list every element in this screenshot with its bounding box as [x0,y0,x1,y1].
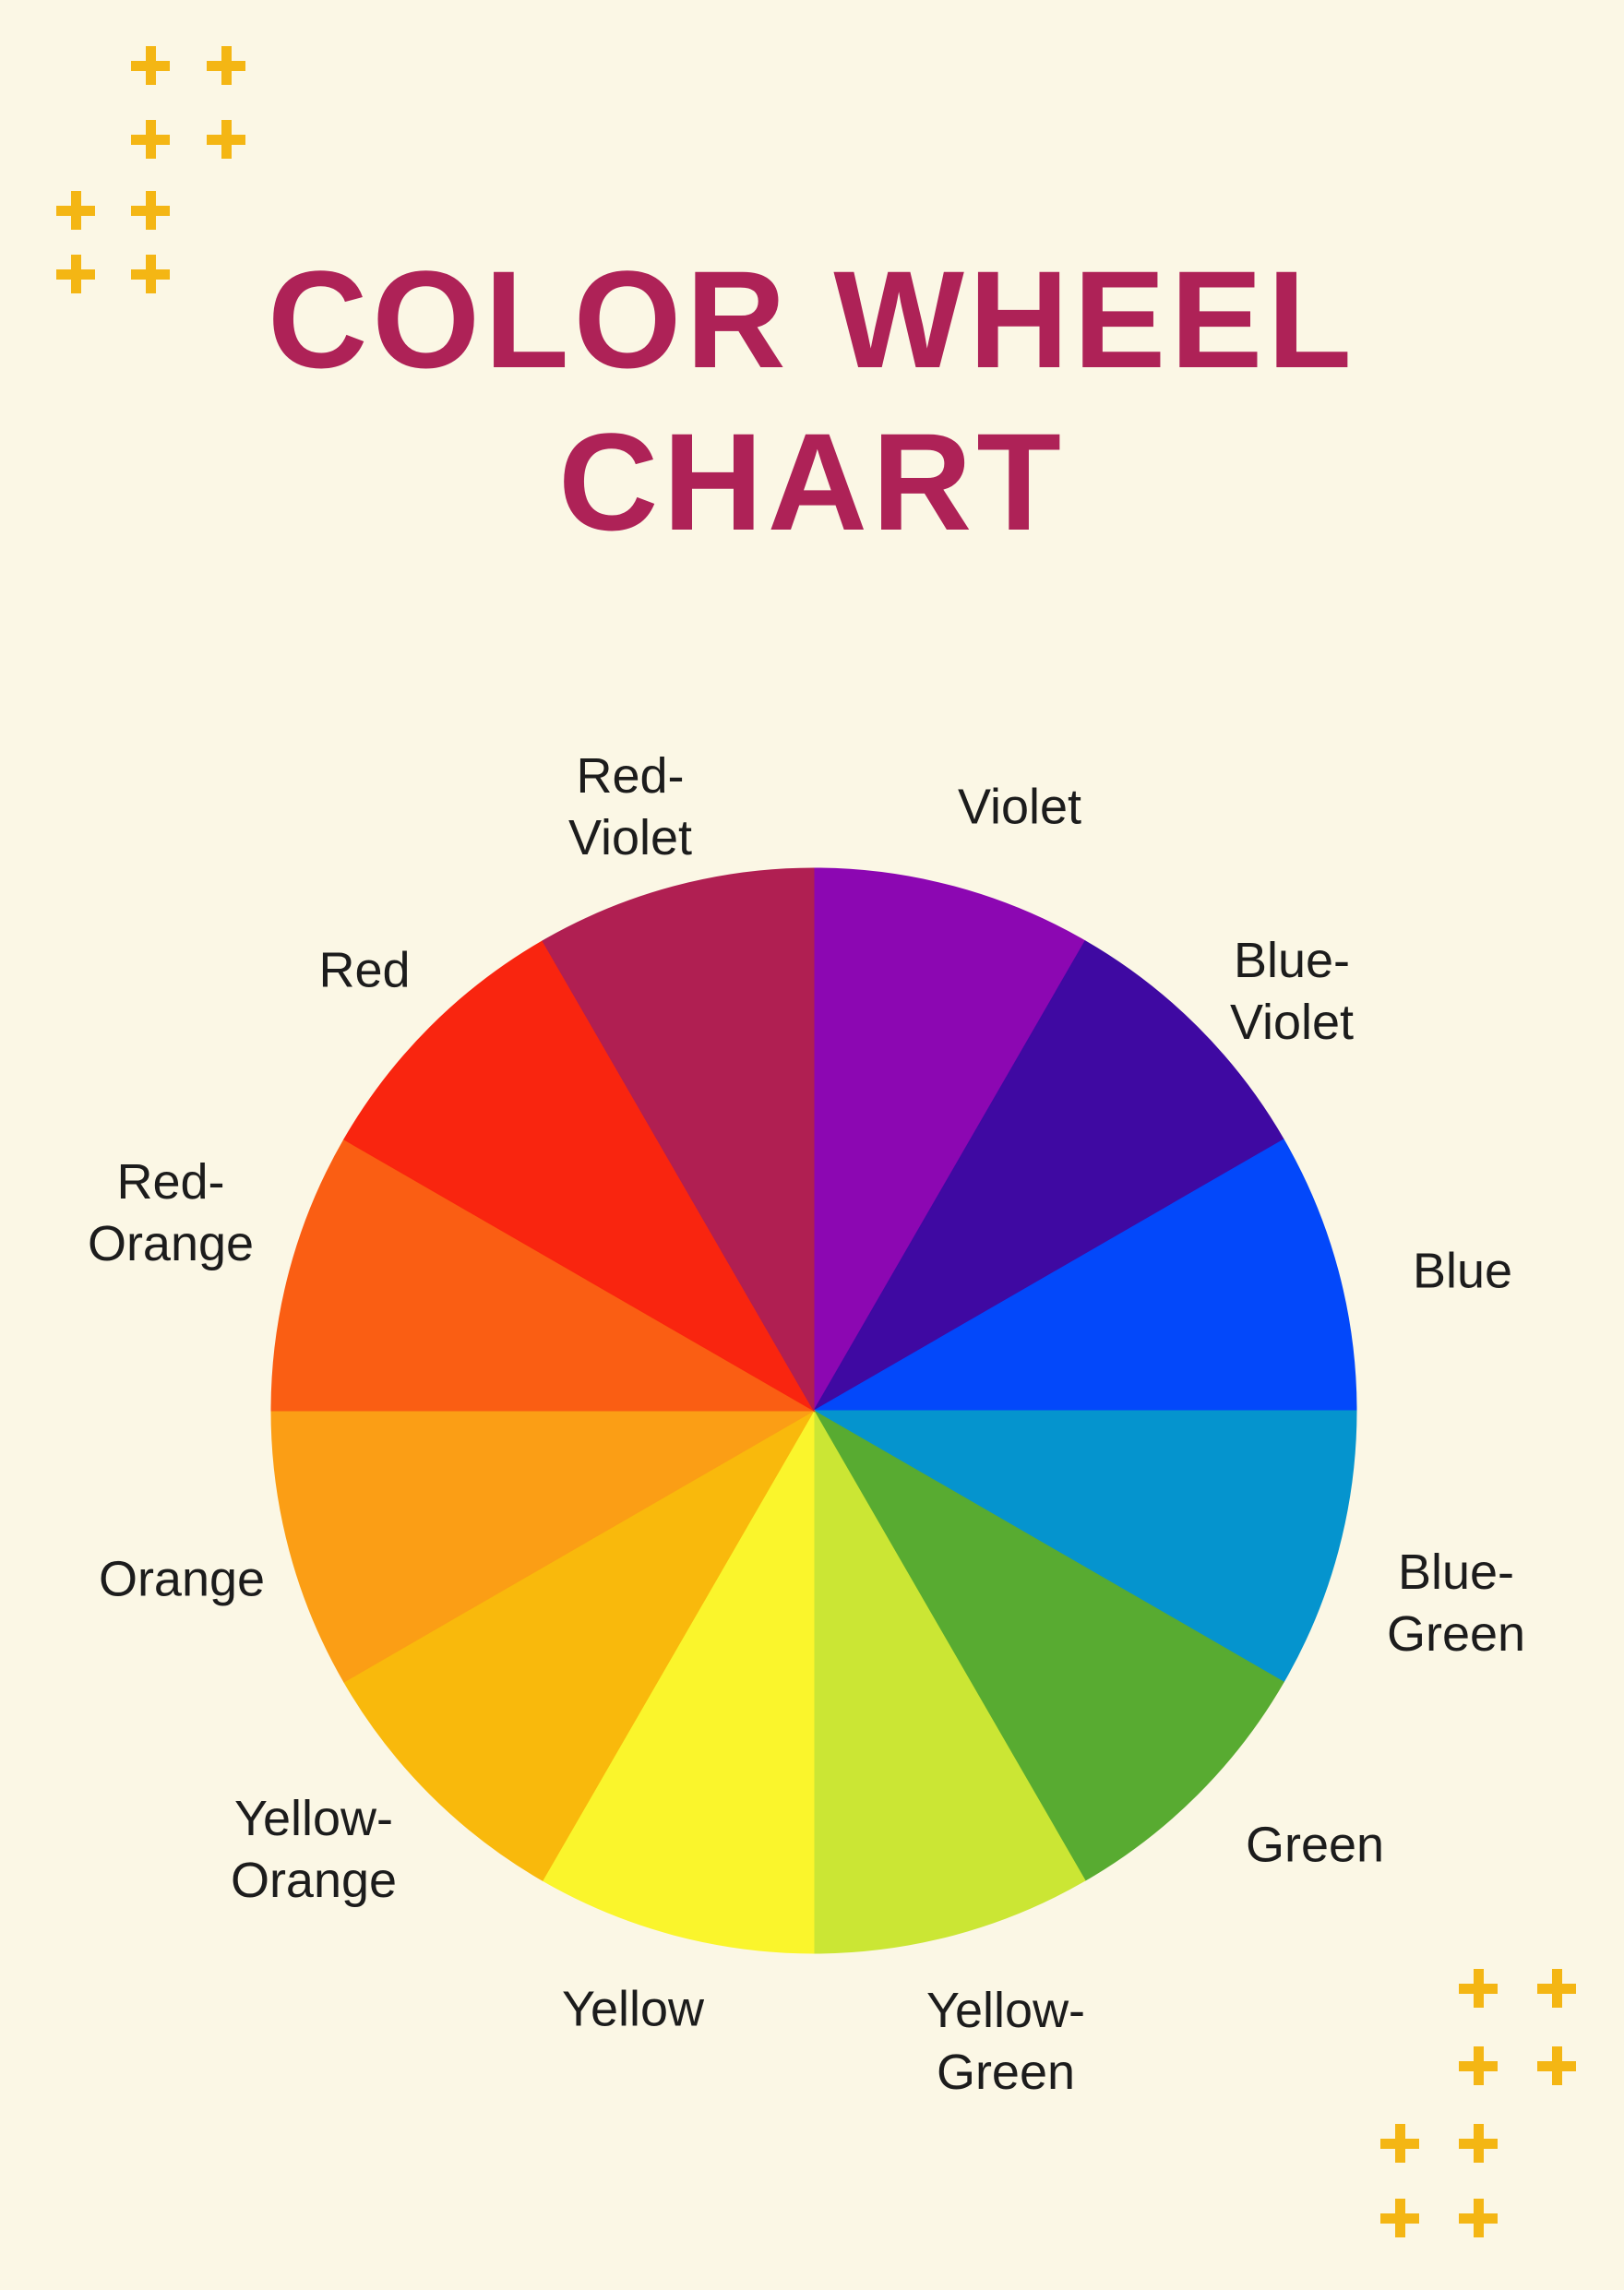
label-line: Orange [98,1551,266,1607]
plus-icon [1380,2124,1419,2163]
wheel-segment-red [343,940,816,1413]
label-line: Yellow- [233,1791,394,1846]
wheel-segment-blue-violet [812,940,1284,1413]
wheel-segment-red-violet [542,867,815,1413]
wheel-segment-red-orange [270,1139,816,1412]
wheel-segment-label-yellow-green: Yellow- Green [926,1980,1085,2104]
plus-icon [131,191,170,230]
plus-icon [56,255,95,293]
label-line: Blue [1412,1243,1513,1299]
label-line: Yellow- [925,1983,1086,2038]
page-title-line1: COLOR WHEEL [268,242,1356,397]
plus-icon [1537,2046,1576,2085]
color-wheel [270,867,1357,1954]
plus-icon [1459,2124,1498,2163]
label-line: Red [318,942,411,998]
label-line: Orange [87,1216,255,1271]
wheel-segment-green [812,1409,1284,1881]
page-title: COLOR WHEEL CHART [0,238,1624,563]
plus-icon [131,255,170,293]
label-line: Red- [116,1154,225,1210]
wheel-segment-label-orange: Orange [99,1549,265,1611]
label-line: Violet [567,810,693,865]
plus-icon [207,120,245,159]
label-line: Yellow [561,1981,705,2037]
plus-icon [1459,2199,1498,2237]
plus-icon [131,46,170,85]
label-line: Green [1245,1817,1385,1873]
label-line: Violet [1229,995,1355,1050]
page-title-line2: CHART [558,404,1066,559]
wheel-segment-label-red-violet: Red- Violet [568,745,692,869]
label-line: Red- [576,748,685,804]
label-line: Green [936,2045,1076,2100]
wheel-segment-label-green: Green [1246,1815,1384,1877]
plus-icon [1459,2046,1498,2085]
plus-icon [1459,1969,1498,2008]
wheel-segment-label-yellow-orange: Yellow- Orange [231,1788,397,1912]
plus-icon [56,191,95,230]
wheel-segment-label-violet: Violet [958,777,1081,839]
wheel-segment-label-red-orange: Red- Orange [88,1151,254,1275]
plus-icon [1380,2199,1419,2237]
wheel-segment-label-blue-violet: Blue- Violet [1230,930,1354,1054]
wheel-segment-label-blue: Blue [1413,1241,1512,1303]
plus-icon [131,120,170,159]
wheel-segment-blue-green [812,1410,1357,1683]
wheel-segment-label-blue-green: Blue- Green [1387,1542,1525,1665]
label-line: Blue- [1397,1545,1515,1600]
wheel-segment-label-red: Red [318,940,410,1002]
wheel-segment-orange [270,1410,816,1683]
wheel-segment-yellow [542,1409,815,1954]
plus-icon [207,46,245,85]
label-line: Blue- [1233,933,1351,988]
label-line: Green [1386,1606,1526,1662]
wheel-segment-blue [812,1139,1357,1412]
wheel-segment-yellow-green [813,1409,1086,1954]
label-line: Orange [230,1853,398,1908]
plus-icon [1537,1969,1576,2008]
wheel-segment-label-yellow: Yellow [562,1979,704,2041]
label-line: Violet [957,779,1082,835]
wheel-segment-yellow-orange [343,1409,816,1881]
wheel-segment-violet [813,867,1086,1413]
